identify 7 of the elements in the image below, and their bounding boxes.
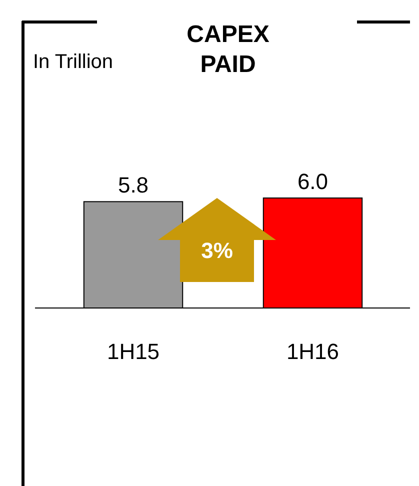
annotation: 3% xyxy=(201,238,233,263)
text: In Trillion xyxy=(33,51,114,73)
chart-title: CAPEX PAID xyxy=(186,21,270,78)
x-tick-label: 1H16 xyxy=(286,339,340,364)
x-tick-label: 1H15 xyxy=(106,339,160,364)
data-label: 6.0 xyxy=(297,169,328,194)
data-label: 5.8 xyxy=(118,172,149,198)
